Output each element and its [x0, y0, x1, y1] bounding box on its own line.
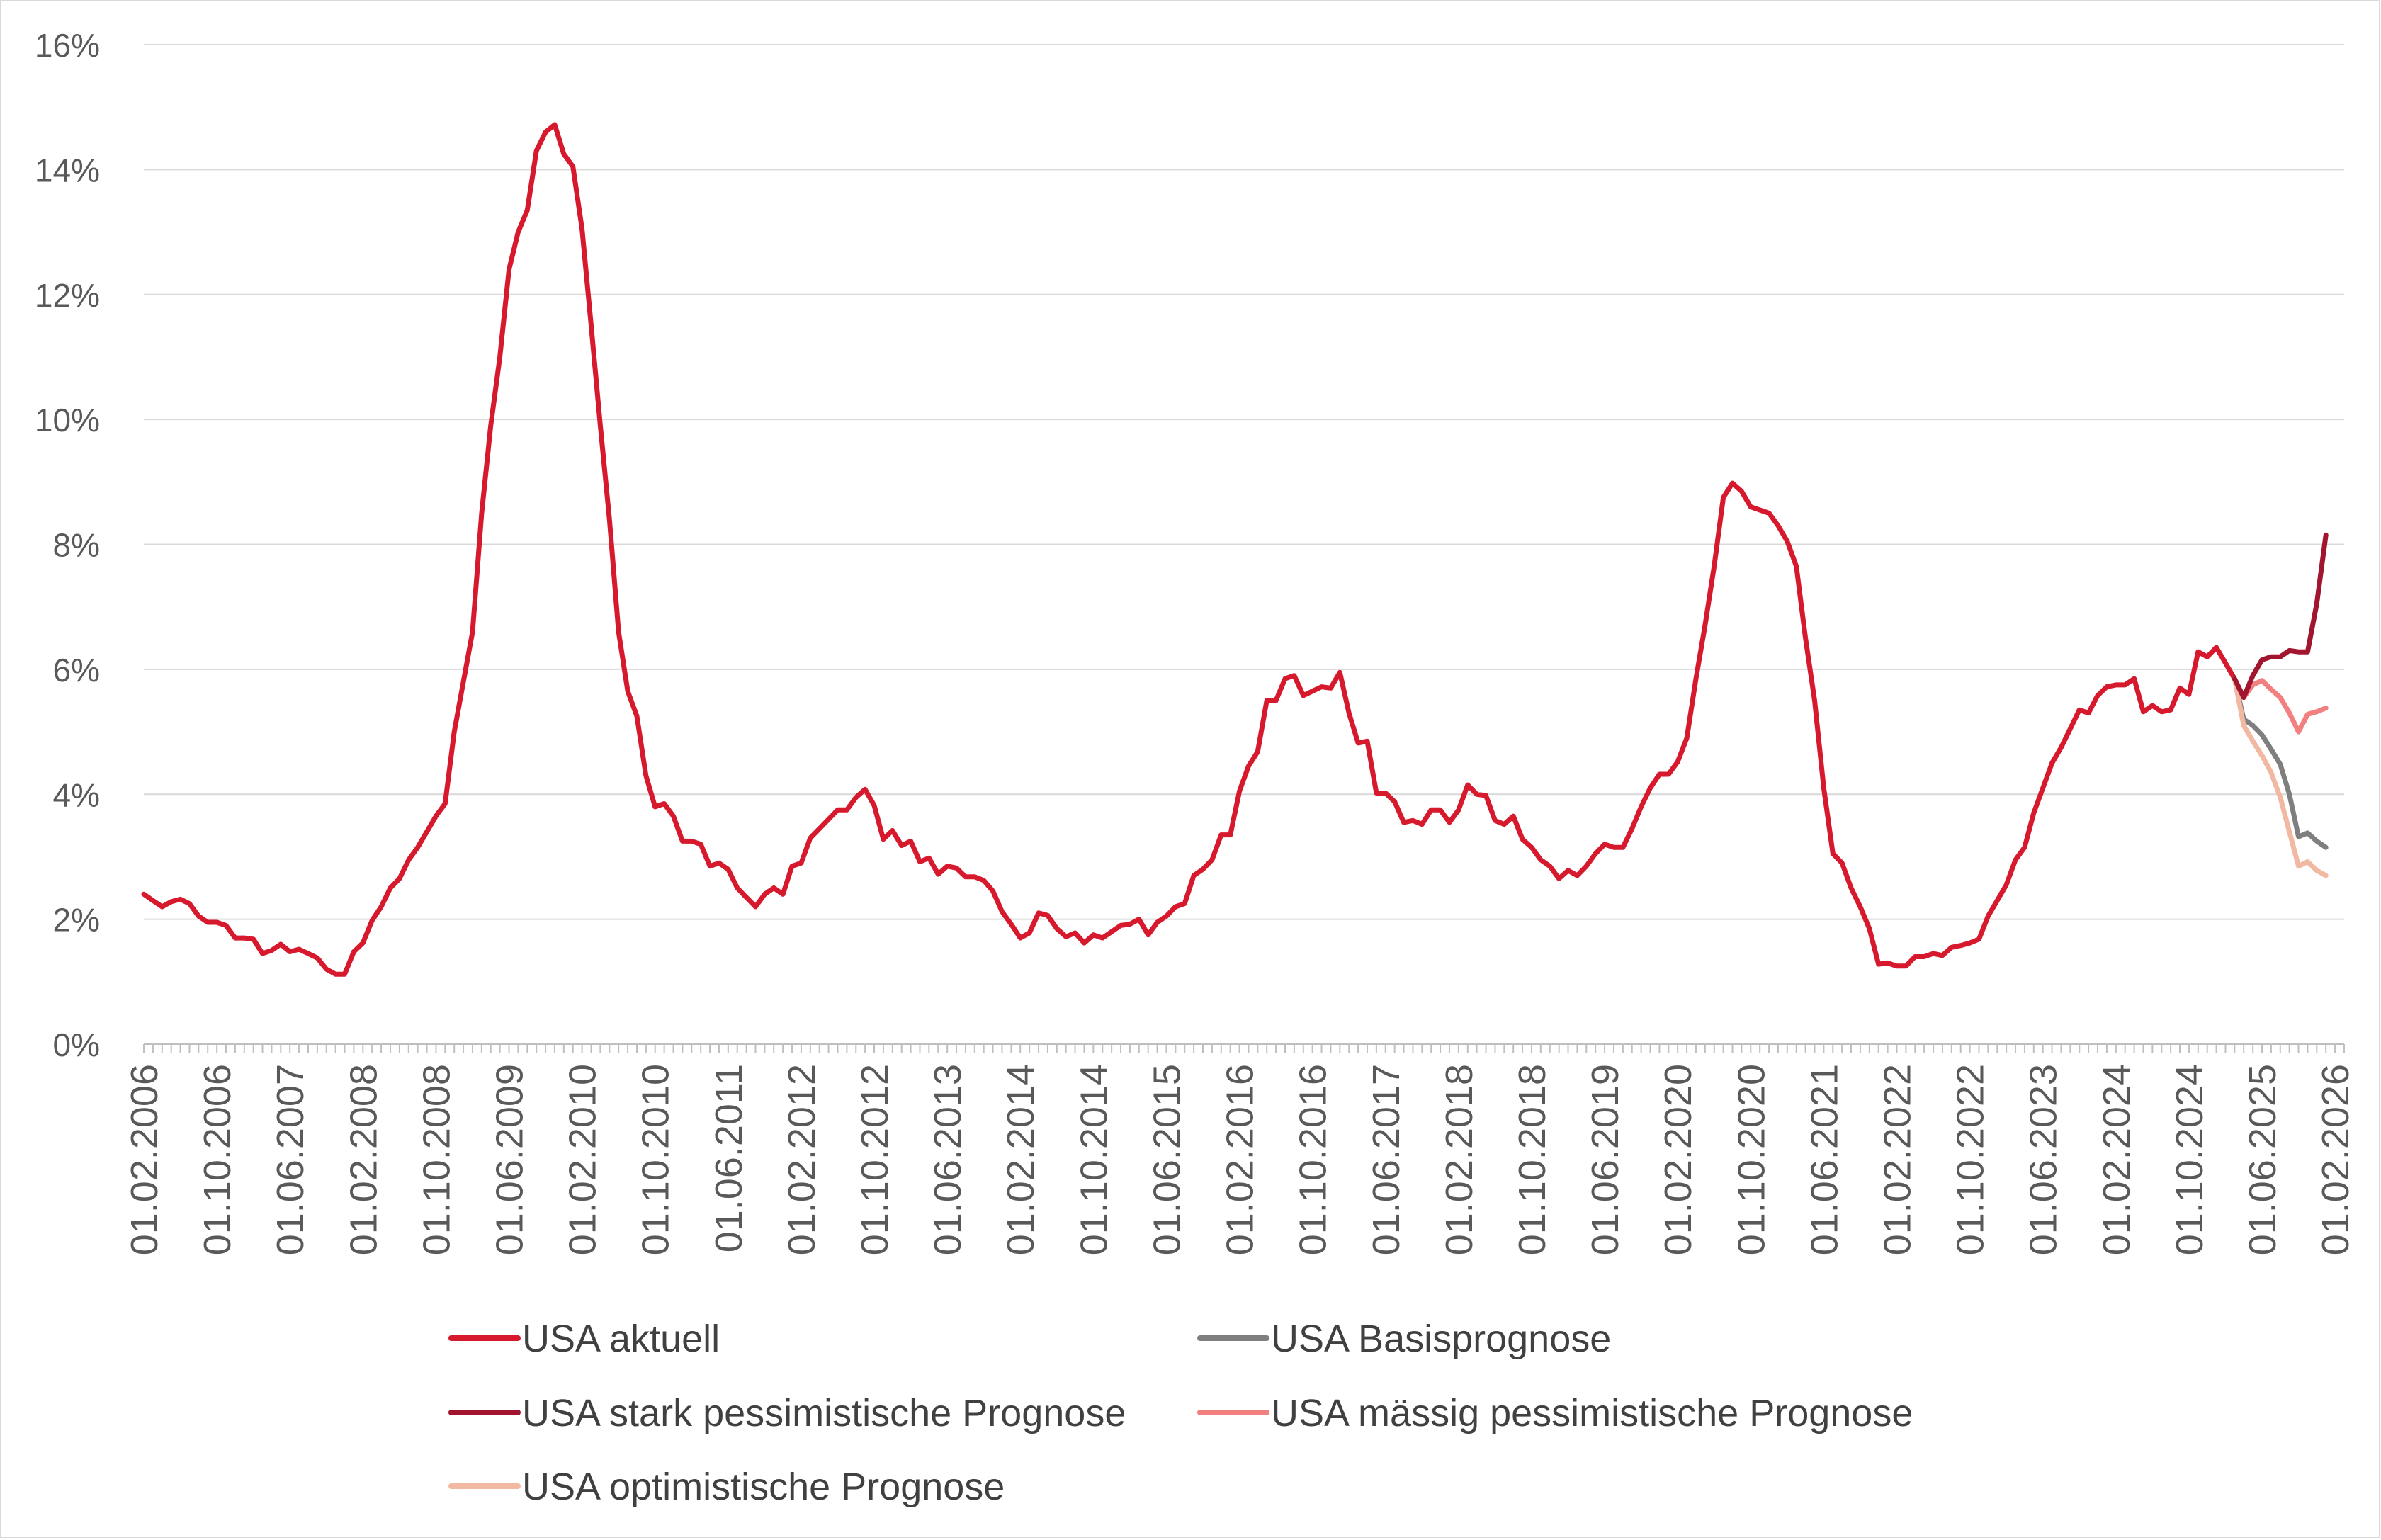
y-tick-label: 12% [35, 277, 100, 314]
y-tick-label: 14% [35, 152, 100, 188]
x-tick-label: 01.02.2010 [562, 1064, 604, 1255]
x-tick-label: 01.02.2012 [781, 1064, 823, 1255]
x-tick-label: 01.06.2019 [1584, 1064, 1627, 1255]
legend-label-0: USA aktuell [522, 1318, 720, 1360]
x-tick-label: 01.02.2018 [1438, 1064, 1481, 1255]
axis-layer: 0% 2% 4% 6% 8% 10% 12% 14% 16% 01.02.2006 01.10.20… [35, 27, 2357, 1255]
x-tick-label: 01.06.2025 [2241, 1064, 2284, 1255]
y-tick-label: 0% [53, 1026, 100, 1063]
y-tick-label: 6% [53, 652, 100, 689]
grid-layer [144, 44, 2344, 920]
x-tick-label: 01.10.2014 [1073, 1064, 1115, 1255]
x-tick-label: 01.06.2017 [1365, 1064, 1408, 1255]
x-tick-label: 01.02.2006 [123, 1064, 166, 1255]
legend-label-1: USA Basisprognose [1271, 1318, 1611, 1360]
series-line-1 [2232, 676, 2329, 850]
x-tick-label: 01.10.2006 [196, 1064, 239, 1255]
x-tick-label: 01.06.2013 [927, 1064, 969, 1255]
series-layer [141, 122, 2329, 977]
legend-label-3: USA mässig pessimistische Prognose [1271, 1392, 1913, 1434]
y-tick-label: 16% [35, 27, 100, 64]
x-tick-label: 01.06.2021 [1803, 1064, 1845, 1255]
x-tick-label: 01.10.2022 [1950, 1064, 1992, 1255]
x-tick-label: 01.10.2020 [1730, 1064, 1772, 1255]
x-tick-label: 01.02.2014 [1000, 1064, 1042, 1255]
x-tick-label: 01.10.2018 [1511, 1064, 1554, 1255]
x-tick-label: 01.06.2009 [489, 1064, 531, 1255]
x-tick-label: 01.10.2012 [854, 1064, 896, 1255]
y-tick-label: 8% [53, 527, 100, 564]
x-tick-label: 01.02.2016 [1219, 1064, 1262, 1255]
legend-label-4: USA optimistische Prognose [522, 1466, 1005, 1508]
legend-label-2: USA stark pessimistische Prognose [522, 1392, 1126, 1434]
series-line-2 [2232, 532, 2329, 701]
series-line-0 [141, 122, 2237, 977]
y-tick-label: 10% [35, 402, 100, 438]
x-tick-label: 01.02.2026 [2314, 1064, 2357, 1255]
x-tick-label: 01.06.2023 [2023, 1064, 2065, 1255]
x-tick-label: 01.02.2022 [1876, 1064, 1918, 1255]
x-tick-label: 01.02.2024 [2096, 1064, 2138, 1255]
x-tick-label: 01.10.2016 [1292, 1064, 1335, 1255]
y-tick-label: 4% [53, 776, 100, 813]
x-tick-label: 01.10.2010 [635, 1064, 677, 1255]
x-tick-label: 01.06.2015 [1146, 1064, 1188, 1255]
x-tick-label: 01.06.2011 [708, 1064, 750, 1252]
x-tick-label: 01.02.2008 [342, 1064, 385, 1255]
x-tick-label: 01.10.2008 [415, 1064, 458, 1255]
x-tick-label: 01.02.2020 [1657, 1064, 1699, 1255]
x-tick-label: 01.10.2024 [2168, 1064, 2211, 1255]
series-line-4 [2232, 676, 2329, 878]
legend: USA aktuell USA Basisprognose USA stark pe… [448, 1318, 1913, 1508]
y-tick-label: 2% [53, 902, 100, 939]
x-tick-label: 01.06.2007 [269, 1064, 312, 1255]
